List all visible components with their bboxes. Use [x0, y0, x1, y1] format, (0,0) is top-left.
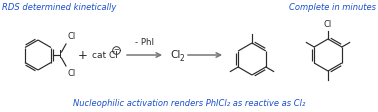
Text: I: I — [59, 50, 62, 60]
Text: Cl: Cl — [67, 69, 75, 78]
Text: Complete in minutes: Complete in minutes — [289, 3, 376, 12]
Text: Cl: Cl — [324, 20, 332, 29]
Text: cat Cl: cat Cl — [92, 51, 118, 59]
Text: Cl: Cl — [67, 32, 75, 41]
Text: - PhI: - PhI — [135, 38, 154, 47]
Text: −: − — [113, 47, 119, 53]
Text: 2: 2 — [180, 54, 184, 62]
Text: Nucleophilic activation renders PhICl₂ as reactive as Cl₂: Nucleophilic activation renders PhICl₂ a… — [73, 99, 305, 108]
Text: RDS determined kinetically: RDS determined kinetically — [2, 3, 116, 12]
Text: +: + — [78, 48, 88, 61]
Text: Cl: Cl — [170, 50, 180, 60]
